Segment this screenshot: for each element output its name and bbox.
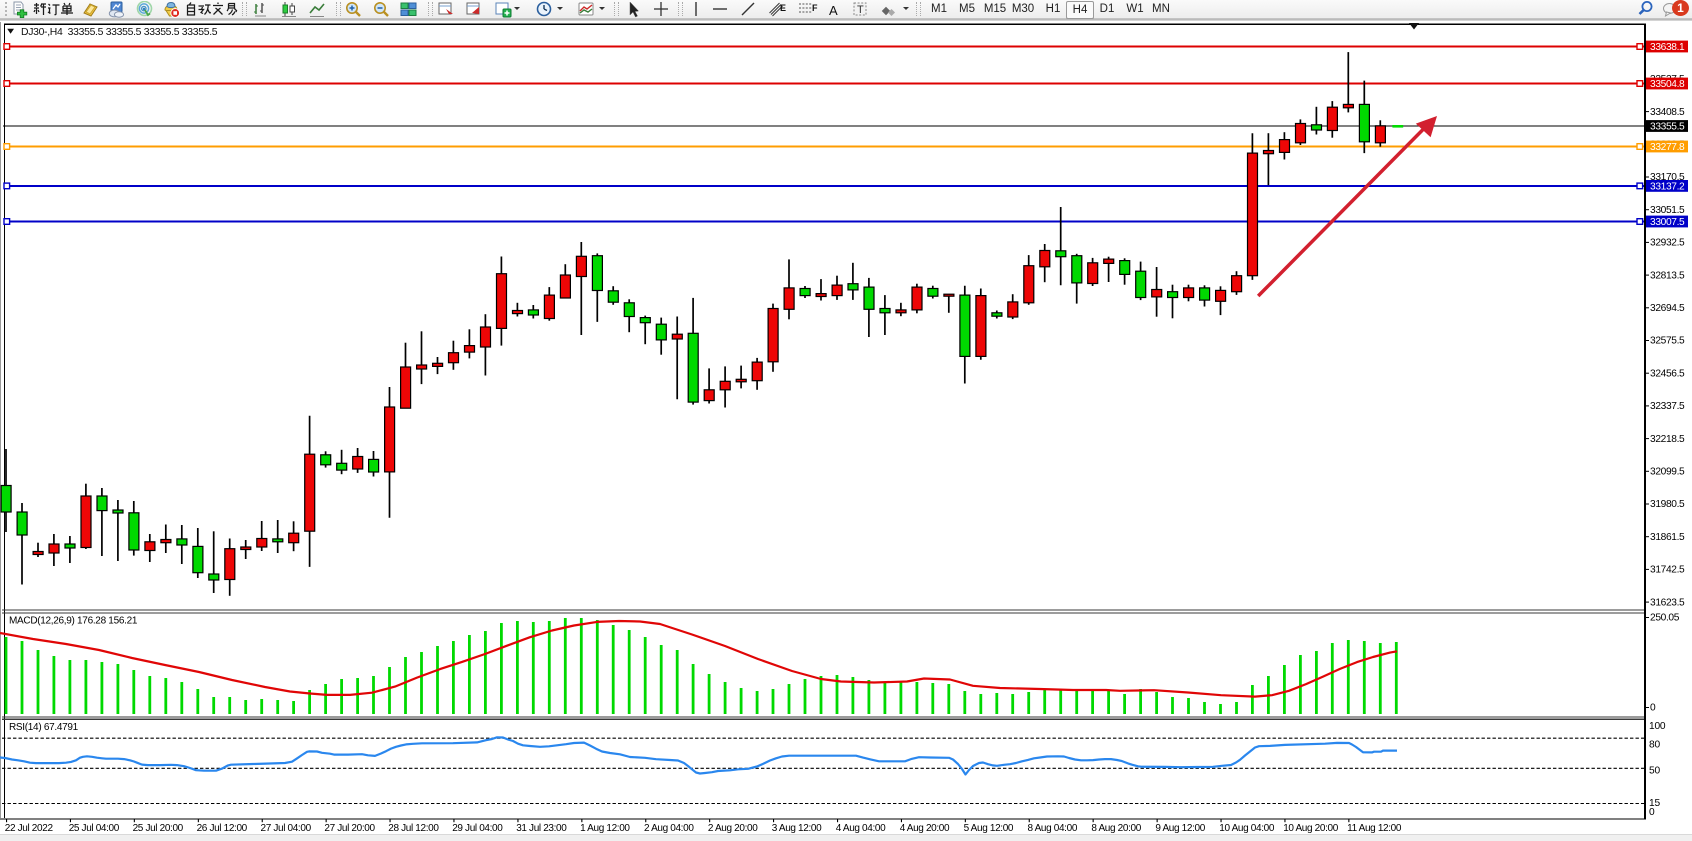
- svg-text:10 Aug 04:00: 10 Aug 04:00: [1219, 823, 1275, 834]
- svg-text:25 Jul 04:00: 25 Jul 04:00: [69, 823, 120, 834]
- svg-text:33355.5: 33355.5: [1650, 122, 1685, 133]
- svg-text:2 Aug 04:00: 2 Aug 04:00: [644, 823, 694, 834]
- svg-text:33007.5: 33007.5: [1650, 217, 1685, 228]
- svg-text:32456.5: 32456.5: [1650, 368, 1685, 379]
- svg-text:29 Jul 04:00: 29 Jul 04:00: [452, 823, 503, 834]
- svg-text:3 Aug 12:00: 3 Aug 12:00: [772, 823, 822, 834]
- svg-text:MACD(12,26,9) 176.28 156.21: MACD(12,26,9) 176.28 156.21: [9, 615, 138, 626]
- svg-text:32218.5: 32218.5: [1650, 434, 1685, 445]
- svg-text:15: 15: [1649, 798, 1660, 809]
- svg-text:0: 0: [1650, 703, 1656, 714]
- svg-text:33408.5: 33408.5: [1650, 107, 1685, 118]
- svg-text:32694.5: 32694.5: [1650, 303, 1685, 314]
- svg-text:26 Jul 12:00: 26 Jul 12:00: [197, 823, 248, 834]
- svg-text:31623.5: 31623.5: [1650, 597, 1685, 608]
- svg-text:DJ30-,H4 33355.5 33355.5 3335: DJ30-,H4 33355.5 33355.5 33355.5 33355.5: [21, 27, 218, 38]
- svg-text:31 Jul 23:00: 31 Jul 23:00: [516, 823, 567, 834]
- svg-text:31980.5: 31980.5: [1650, 499, 1685, 510]
- svg-text:2 Aug 20:00: 2 Aug 20:00: [708, 823, 758, 834]
- svg-text:33170.5: 33170.5: [1650, 172, 1685, 183]
- svg-text:5 Aug 12:00: 5 Aug 12:00: [964, 823, 1014, 834]
- svg-text:33638.1: 33638.1: [1650, 42, 1685, 53]
- svg-text:33277.8: 33277.8: [1650, 142, 1685, 153]
- svg-text:22 Jul 2022: 22 Jul 2022: [5, 823, 54, 834]
- svg-text:250.05: 250.05: [1650, 613, 1680, 624]
- svg-text:50: 50: [1649, 766, 1660, 777]
- svg-text:T: T: [857, 4, 864, 16]
- svg-text:31742.5: 31742.5: [1650, 565, 1685, 576]
- svg-text:32575.5: 32575.5: [1650, 336, 1685, 347]
- svg-text:27 Jul 04:00: 27 Jul 04:00: [261, 823, 312, 834]
- svg-text:31861.5: 31861.5: [1650, 532, 1685, 543]
- svg-text:32932.5: 32932.5: [1650, 238, 1685, 249]
- svg-text:32813.5: 32813.5: [1650, 270, 1685, 281]
- svg-text:0: 0: [1649, 807, 1655, 818]
- svg-text:4 Aug 04:00: 4 Aug 04:00: [836, 823, 886, 834]
- svg-text:33137.2: 33137.2: [1650, 182, 1685, 193]
- svg-text:32337.5: 32337.5: [1650, 401, 1685, 412]
- svg-text:10 Aug 20:00: 10 Aug 20:00: [1283, 823, 1339, 834]
- svg-text:11 Aug 12:00: 11 Aug 12:00: [1347, 823, 1402, 834]
- svg-text:100: 100: [1649, 721, 1666, 732]
- svg-text:32099.5: 32099.5: [1650, 467, 1685, 478]
- svg-text:33504.8: 33504.8: [1650, 79, 1685, 90]
- svg-text:33051.5: 33051.5: [1650, 205, 1685, 216]
- svg-text:27 Jul 20:00: 27 Jul 20:00: [324, 823, 375, 834]
- svg-text:8 Aug 20:00: 8 Aug 20:00: [1091, 823, 1141, 834]
- svg-text:25 Jul 20:00: 25 Jul 20:00: [133, 823, 184, 834]
- svg-text:9 Aug 12:00: 9 Aug 12:00: [1155, 823, 1205, 834]
- svg-text:RSI(14) 67.4791: RSI(14) 67.4791: [9, 722, 79, 733]
- svg-text:28 Jul 12:00: 28 Jul 12:00: [388, 823, 439, 834]
- svg-text:1 Aug 12:00: 1 Aug 12:00: [580, 823, 630, 834]
- svg-text:4 Aug 20:00: 4 Aug 20:00: [900, 823, 950, 834]
- svg-text:8 Aug 04:00: 8 Aug 04:00: [1028, 823, 1078, 834]
- svg-text:80: 80: [1649, 739, 1660, 750]
